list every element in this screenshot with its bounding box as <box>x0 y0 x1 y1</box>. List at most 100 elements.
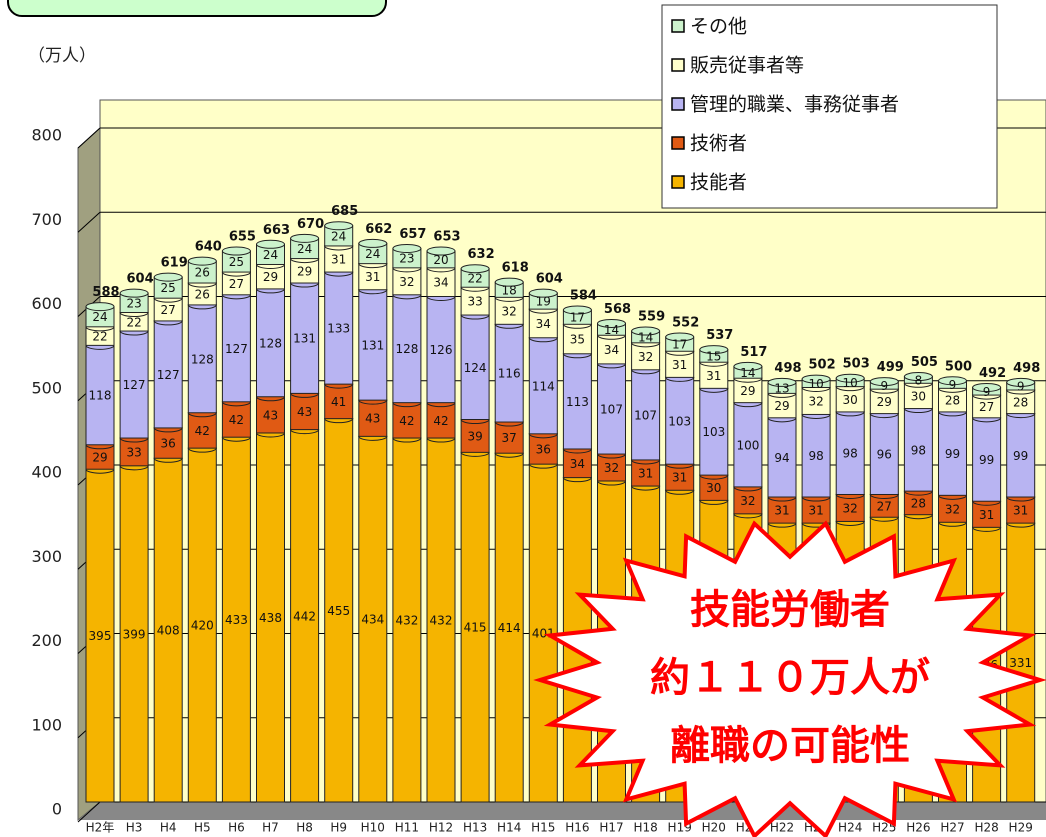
data-label: 442 <box>293 609 316 623</box>
data-label: 34 <box>604 343 619 357</box>
data-label: 18 <box>502 283 517 297</box>
data-label: 43 <box>297 405 312 419</box>
x-tick-label: H24 <box>838 821 862 835</box>
data-label: 128 <box>191 352 214 366</box>
data-label: 43 <box>365 412 380 426</box>
total-label: 653 <box>433 230 460 245</box>
data-label: 8 <box>915 373 923 387</box>
data-label: 100 <box>736 438 759 452</box>
x-tick-label: H15 <box>531 821 555 835</box>
data-label: 30 <box>843 393 858 407</box>
x-tick-label: H16 <box>565 821 589 835</box>
x-tick-label: H12 <box>429 821 453 835</box>
data-label: 31 <box>331 253 346 267</box>
legend-swatch <box>672 137 684 149</box>
legend-swatch <box>672 20 684 32</box>
data-label: 32 <box>808 394 823 408</box>
data-label: 114 <box>532 379 555 393</box>
y-tick-label: 400 <box>31 463 62 482</box>
floor <box>78 802 1046 820</box>
data-label: 29 <box>877 395 892 409</box>
legend-label: 販売従事者等 <box>690 55 804 77</box>
data-label: 14 <box>638 330 653 344</box>
data-label: 27 <box>877 499 892 513</box>
data-label: 99 <box>945 447 960 461</box>
data-label: 96 <box>877 448 892 462</box>
data-label: 13 <box>774 381 789 395</box>
total-label: 604 <box>127 272 154 287</box>
x-tick-label: H26 <box>906 821 930 835</box>
data-label: 9 <box>880 379 888 393</box>
data-label: 36 <box>536 442 551 456</box>
data-label: 127 <box>157 368 180 382</box>
total-label: 632 <box>468 247 495 262</box>
total-label: 552 <box>672 315 699 330</box>
data-label: 15 <box>706 349 721 363</box>
data-label: 42 <box>229 413 244 427</box>
data-label: 9 <box>1017 380 1025 394</box>
total-label: 568 <box>604 302 631 317</box>
data-label: 33 <box>467 295 482 309</box>
data-label: 42 <box>399 414 414 428</box>
legend-label: その他 <box>690 16 747 38</box>
y-tick-label: 300 <box>31 547 62 566</box>
data-label: 10 <box>808 377 823 391</box>
y-tick-label: 500 <box>31 378 62 397</box>
total-label: 517 <box>740 345 767 360</box>
data-label: 36 <box>161 437 176 451</box>
data-label: 432 <box>430 614 453 628</box>
total-label: 498 <box>1013 361 1040 376</box>
annotation: 技能労働者 <box>690 587 890 633</box>
data-label: 9 <box>949 378 957 392</box>
data-label: 42 <box>433 414 448 428</box>
data-label: 118 <box>89 389 112 403</box>
data-label: 399 <box>123 627 146 641</box>
data-label: 113 <box>566 395 589 409</box>
data-label: 31 <box>672 358 687 372</box>
data-label: 32 <box>399 275 414 289</box>
total-label: 500 <box>945 359 972 374</box>
data-label: 32 <box>740 494 755 508</box>
data-label: 17 <box>672 338 687 352</box>
y-tick-label: 800 <box>31 126 62 145</box>
data-label: 24 <box>365 247 380 261</box>
data-label: 39 <box>467 429 482 443</box>
x-tick-label: H17 <box>599 821 623 835</box>
data-label: 22 <box>92 330 107 344</box>
total-label: 604 <box>536 272 563 287</box>
data-label: 25 <box>161 281 176 295</box>
data-label: 98 <box>808 449 823 463</box>
data-label: 31 <box>672 471 687 485</box>
data-label: 31 <box>365 270 380 284</box>
data-label: 32 <box>604 461 619 475</box>
data-label: 415 <box>464 621 487 635</box>
legend-label: 技能者 <box>690 172 747 194</box>
data-label: 133 <box>327 322 350 336</box>
x-tick-label: H28 <box>974 821 998 835</box>
data-label: 128 <box>259 336 282 350</box>
data-label: 32 <box>945 502 960 516</box>
total-label: 503 <box>843 357 870 372</box>
total-label: 663 <box>263 223 290 238</box>
legend-swatch <box>672 98 684 110</box>
x-tick-label: H6 <box>228 821 245 835</box>
x-tick-label: H10 <box>361 821 385 835</box>
data-label: 34 <box>536 317 551 331</box>
data-label: 10 <box>843 376 858 390</box>
data-label: 131 <box>361 338 384 352</box>
y-tick-label: 0 <box>52 800 62 819</box>
data-label: 29 <box>774 399 789 413</box>
total-label: 499 <box>877 360 904 375</box>
data-label: 41 <box>331 395 346 409</box>
data-label: 28 <box>1013 395 1028 409</box>
data-label: 31 <box>774 504 789 518</box>
chart: （万人） 0100200300400500600700800H2年3952911… <box>0 0 1046 837</box>
data-label: 98 <box>911 443 926 457</box>
segment-edge <box>188 257 216 265</box>
segment-edge <box>222 247 250 255</box>
data-label: 26 <box>195 266 210 280</box>
data-label: 27 <box>161 303 176 317</box>
data-label: 26 <box>195 287 210 301</box>
segment-edge <box>154 273 182 281</box>
data-label: 25 <box>229 255 244 269</box>
